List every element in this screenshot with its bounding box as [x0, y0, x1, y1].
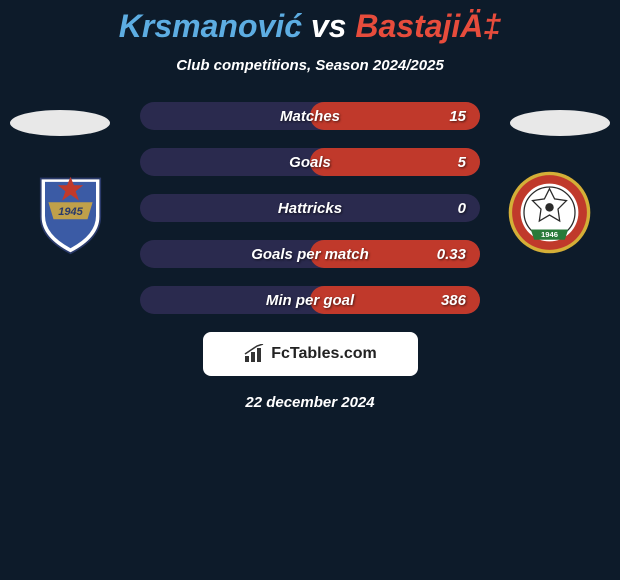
ellipse-right: [510, 110, 610, 136]
chart-icon: [243, 344, 267, 364]
stat-value-right: 386: [441, 292, 466, 309]
club-badge-right: 1946: [507, 170, 592, 255]
player1-name: Krsmanović: [119, 8, 302, 44]
comparison-title: Krsmanović vs BastajiÄ‡: [0, 0, 620, 45]
footer-brand-text: FcTables.com: [271, 345, 377, 363]
spartak-shield-icon: 1945: [28, 170, 113, 255]
club-badge-left: 1945: [28, 170, 113, 255]
stat-fill-right: [310, 148, 480, 176]
footer-brand-box: FcTables.com: [203, 332, 418, 376]
stat-row: Goals 5: [140, 148, 480, 176]
vs-text: vs: [311, 8, 347, 44]
stat-row: Matches 15: [140, 102, 480, 130]
stat-label: Matches: [280, 108, 340, 125]
ellipse-left: [10, 110, 110, 136]
stat-value-right: 5: [458, 154, 466, 171]
stat-label: Min per goal: [266, 292, 354, 309]
stat-label: Goals: [289, 154, 331, 171]
stat-label: Hattricks: [278, 200, 342, 217]
stat-row: Goals per match 0.33: [140, 240, 480, 268]
date-text: 22 december 2024: [0, 394, 620, 411]
badge-year-right: 1946: [541, 230, 558, 239]
stat-value-right: 0: [458, 200, 466, 217]
content-area: 1945 1946 Matches 15 Goals 5 Hattricks 0 Goals…: [0, 102, 620, 411]
napredak-circle-icon: 1946: [507, 170, 592, 255]
stat-row: Hattricks 0: [140, 194, 480, 222]
stats-list: Matches 15 Goals 5 Hattricks 0 Goals per match…: [140, 102, 480, 314]
subtitle: Club competitions, Season 2024/2025: [0, 57, 620, 74]
stat-row: Min per goal 386: [140, 286, 480, 314]
footer-logo: FcTables.com: [243, 344, 377, 364]
badge-year-left: 1945: [58, 206, 83, 218]
stat-label: Goals per match: [251, 246, 369, 263]
player2-name: BastajiÄ‡: [355, 8, 501, 44]
stat-value-right: 0.33: [437, 246, 466, 263]
stat-value-right: 15: [449, 108, 466, 125]
